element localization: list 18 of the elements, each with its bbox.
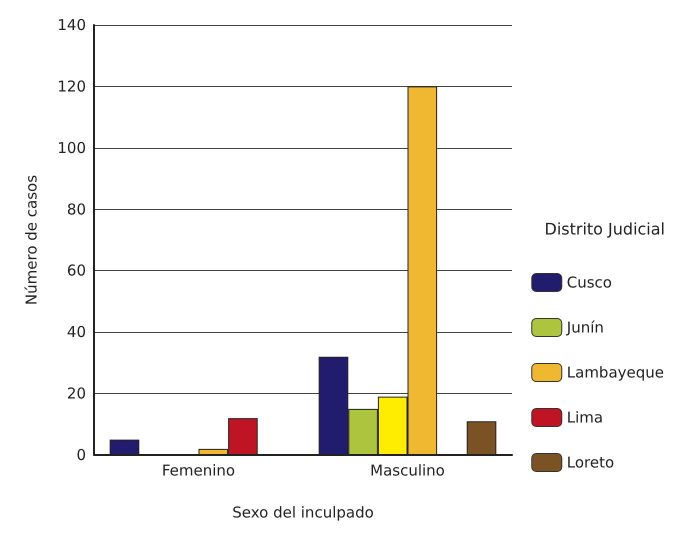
y-tick-label: 60 [66, 262, 86, 280]
legend-label: Junín [566, 318, 604, 336]
y-tick-label: 120 [57, 77, 86, 96]
legend-title: Distrito Judicial [544, 220, 665, 238]
y-tick-label: 140 [57, 16, 86, 34]
x-axis-title: Sexo del inculpado [232, 504, 374, 522]
y-tick-label: 40 [66, 323, 86, 342]
y-tick-label: 0 [76, 446, 86, 464]
legend-label: Lambayeque [566, 364, 664, 382]
legend-label: Loreto [566, 454, 614, 472]
y-tick-label: 80 [66, 200, 86, 218]
y-axis-title: Número de casos [22, 174, 40, 306]
legend-label: Lima [566, 408, 604, 426]
x-tick-label: Masculino [370, 462, 445, 480]
y-tick-label: 100 [57, 138, 86, 157]
y-tick-label: 20 [66, 384, 86, 403]
legend-label: Cusco [566, 274, 612, 292]
x-tick-label: Femenino [162, 462, 236, 480]
